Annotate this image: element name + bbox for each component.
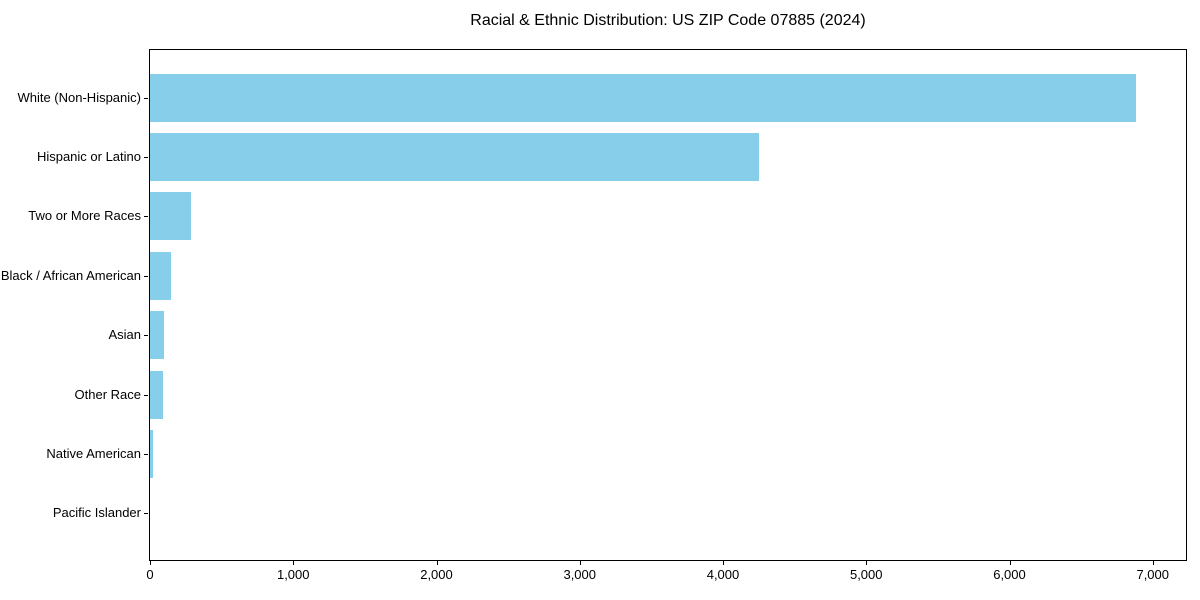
- y-tick-label: Black / African American: [0, 267, 141, 283]
- bar: [150, 192, 191, 241]
- y-tick-mark: [144, 156, 148, 158]
- x-tick-mark: [723, 561, 724, 565]
- x-tick-mark: [150, 561, 151, 565]
- y-tick-mark: [144, 513, 148, 515]
- x-tick-mark: [436, 561, 438, 565]
- y-tick-label: Other Race: [74, 386, 141, 402]
- y-tick-label: Asian: [108, 327, 141, 343]
- y-tick-label: Pacific Islander: [52, 505, 141, 521]
- y-tick-mark: [144, 453, 148, 455]
- bar: [150, 251, 172, 300]
- x-tick-mark: [1009, 561, 1011, 565]
- plot-area: [149, 49, 1187, 561]
- y-tick-mark: [144, 394, 148, 396]
- x-tick-mark: [866, 561, 868, 565]
- y-tick-mark: [144, 275, 148, 277]
- x-tick-label: 5,000: [849, 567, 883, 582]
- y-tick-mark: [144, 216, 148, 218]
- y-tick-mark: [144, 97, 148, 99]
- bar: [150, 73, 1136, 122]
- bar: [150, 132, 759, 181]
- x-tick-mark: [579, 561, 581, 565]
- x-tick-label: 1,000: [276, 567, 310, 582]
- y-tick-label: Two or More Races: [28, 208, 141, 224]
- y-tick-label: Native American: [46, 445, 141, 461]
- chart-title: Racial & Ethnic Distribution: US ZIP Cod…: [470, 12, 866, 29]
- y-tick-label: White (Non-Hispanic): [17, 89, 141, 105]
- bar: [150, 370, 163, 419]
- bar: [150, 311, 165, 360]
- bar: [150, 429, 153, 478]
- x-tick-label: 2,000: [420, 567, 453, 582]
- x-tick-label: 3,000: [563, 567, 597, 582]
- x-tick-label: 6,000: [993, 567, 1026, 582]
- y-tick-label: Hispanic or Latino: [36, 148, 141, 164]
- x-tick-label: 0: [146, 567, 154, 582]
- x-tick-mark: [1152, 561, 1154, 565]
- x-tick-mark: [293, 561, 295, 565]
- x-tick-label: 4,000: [706, 567, 740, 582]
- x-tick-label: 7,000: [1136, 567, 1170, 582]
- y-tick-mark: [144, 335, 148, 337]
